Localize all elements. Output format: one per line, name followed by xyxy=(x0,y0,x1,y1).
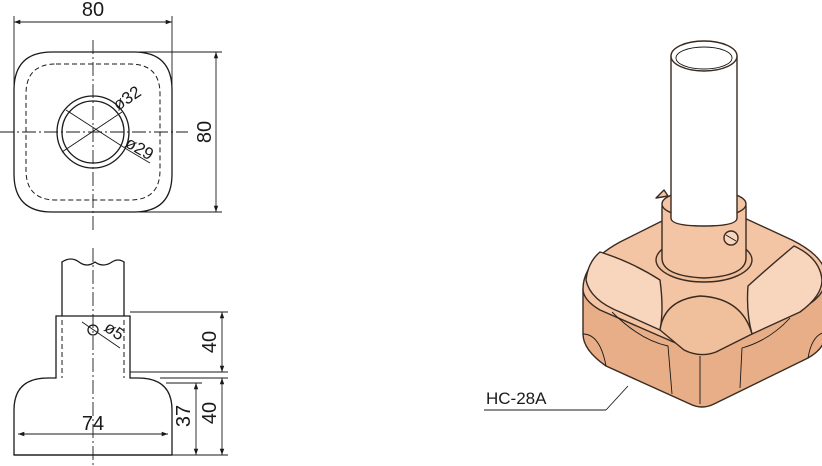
sleeve-height-value: 40 xyxy=(199,331,221,353)
hole-leader xyxy=(81,321,121,349)
base-front-curve-right xyxy=(739,317,791,389)
diameter-leader-tail xyxy=(127,149,151,164)
base-height-value: 37 xyxy=(173,405,195,427)
top-view: ø32 ø29 80 80 xyxy=(0,0,222,230)
side-view: ø5 40 40 37 74 xyxy=(13,248,228,466)
base-front-curve-left xyxy=(611,311,673,395)
back-pin xyxy=(655,189,669,199)
base-overall-value: 40 xyxy=(199,402,221,424)
model-label: HC-28A xyxy=(486,389,547,408)
base-width-value: 74 xyxy=(82,413,104,435)
diameter-leader-inner xyxy=(65,109,129,151)
product-illustration: HC-28A xyxy=(484,40,822,411)
tube-inner-opening xyxy=(675,46,733,70)
base-center-rib xyxy=(659,295,753,356)
model-leader-diagonal xyxy=(605,385,629,411)
pipe-outer-circle xyxy=(56,95,130,169)
tube-body xyxy=(670,55,738,227)
tube-top-opening xyxy=(670,40,738,72)
set-screw-slot xyxy=(725,234,737,242)
base-front-seam xyxy=(582,332,822,404)
screw-hole xyxy=(87,324,99,336)
pipe-break-line xyxy=(61,258,125,266)
inner-diameter-label: ø29 xyxy=(122,133,157,164)
pipe-inner-circle xyxy=(61,100,125,164)
diameter-leader-outer xyxy=(61,111,123,153)
base-inner-dashed xyxy=(25,63,161,201)
base-silhouette-side xyxy=(13,377,173,456)
base-right-rib xyxy=(746,245,822,335)
height-dimension-value: 80 xyxy=(194,121,216,143)
width-dimension-value: 80 xyxy=(82,0,104,21)
